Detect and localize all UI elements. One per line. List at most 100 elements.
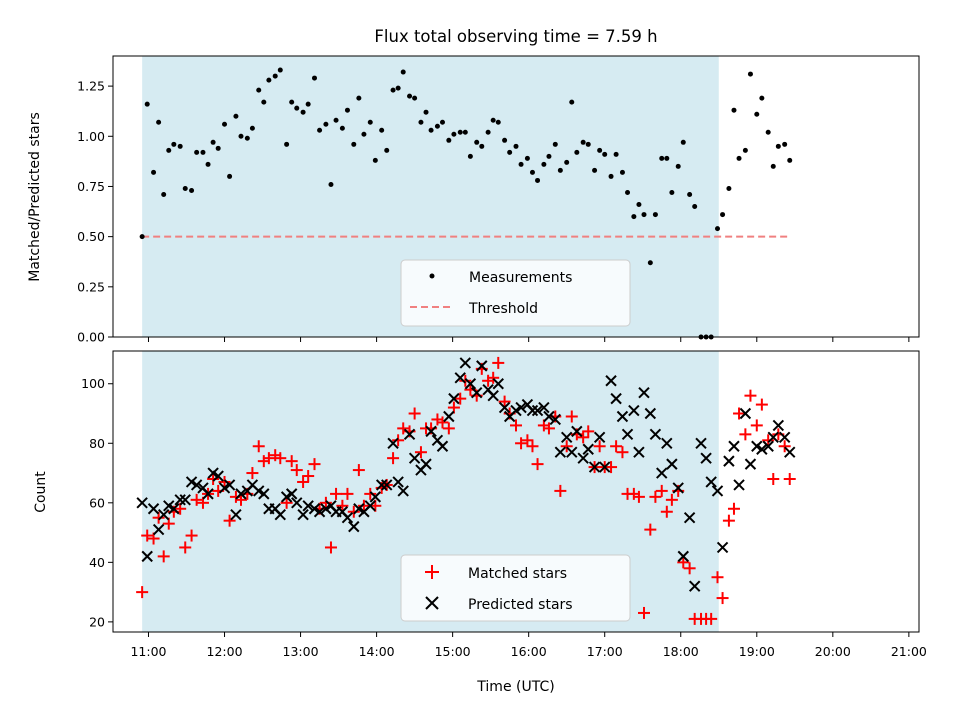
- predicted-point: [571, 425, 583, 438]
- measurement-point: [602, 151, 608, 157]
- measurement-point: [474, 139, 480, 145]
- measurement-point: [166, 147, 172, 153]
- measurement-point: [765, 129, 771, 135]
- measurement-point: [294, 105, 300, 111]
- matched-point: [454, 392, 467, 405]
- measurement-point: [412, 95, 418, 101]
- measurement-point: [787, 157, 793, 163]
- predicted-point: [492, 378, 504, 390]
- measurement-point: [194, 149, 200, 155]
- matched-point: [234, 493, 247, 506]
- matched-point: [683, 562, 696, 575]
- predicted-point: [464, 378, 477, 390]
- measurement-point: [513, 143, 519, 149]
- predicted-point: [302, 500, 314, 512]
- matched-point: [297, 475, 310, 488]
- measurement-point: [272, 73, 278, 79]
- matched-point: [744, 389, 757, 402]
- matched-point: [269, 449, 282, 462]
- y-tick-label: 60: [89, 495, 105, 510]
- x-tick-label: 19:00: [739, 644, 775, 659]
- bottom-predicted-points: [136, 357, 796, 592]
- measurement-point: [266, 77, 272, 83]
- bottom-x-ticks: 11:00 12:00 13:00 14:00 15:00 16:00 17:00 18:00…: [130, 632, 927, 659]
- matched-point: [252, 440, 265, 453]
- matched-point: [262, 452, 275, 465]
- predicted-point: [515, 401, 527, 414]
- predicted-point: [582, 443, 594, 455]
- predicted-point: [644, 407, 657, 420]
- matched-point: [347, 505, 360, 518]
- bottom-y-axis-label: Count: [33, 471, 49, 513]
- predicted-point: [297, 509, 309, 521]
- predicted-point: [147, 503, 160, 515]
- legend-measurements-label: Measurements: [469, 270, 572, 286]
- predicted-point: [190, 479, 203, 491]
- predicted-point: [728, 440, 740, 452]
- matched-point: [577, 431, 590, 444]
- predicted-point: [274, 509, 286, 521]
- measurement-point: [171, 141, 177, 147]
- measurement-point: [215, 145, 221, 151]
- matched-point: [436, 416, 449, 429]
- top-legend: Measurements Threshold: [400, 259, 631, 327]
- predicted-point: [543, 410, 555, 423]
- measurement-point: [418, 119, 424, 125]
- measurement-point: [210, 139, 216, 145]
- matched-point: [364, 487, 377, 500]
- measurement-point: [256, 87, 262, 93]
- matched-point: [755, 398, 768, 411]
- matched-point: [521, 434, 534, 447]
- measurement-point: [715, 226, 720, 232]
- matched-point: [716, 592, 729, 605]
- measurement-point: [687, 191, 693, 197]
- predicted-point: [152, 523, 165, 536]
- matched-point: [649, 490, 662, 503]
- predicted-point: [554, 446, 567, 458]
- measurement-point: [502, 137, 508, 143]
- y-tick-label: 20: [89, 614, 105, 629]
- matched-point: [352, 464, 365, 477]
- matched-point: [727, 502, 740, 515]
- predicted-point: [420, 458, 432, 470]
- matched-point: [610, 440, 623, 453]
- matched-point: [655, 484, 668, 497]
- matched-point: [341, 487, 354, 500]
- measurement-point: [261, 99, 267, 105]
- measurement-point: [569, 99, 575, 105]
- predicted-point: [174, 494, 186, 506]
- matched-point: [526, 440, 539, 453]
- measurement-point: [139, 234, 145, 240]
- measurement-point: [351, 141, 357, 147]
- predicted-point: [610, 392, 622, 405]
- predicted-point: [348, 520, 360, 533]
- matched-point: [185, 529, 198, 542]
- predicted-point: [711, 485, 724, 497]
- measurement-point: [479, 143, 485, 149]
- predicted-point: [364, 500, 376, 512]
- matched-point: [665, 493, 678, 506]
- predicted-point: [157, 509, 170, 521]
- x-tick-label: 20:00: [815, 644, 851, 659]
- measurement-point: [144, 101, 150, 107]
- matched-point: [554, 484, 567, 497]
- measurement-point: [300, 109, 306, 115]
- matched-point: [560, 440, 573, 453]
- measurement-point: [680, 139, 686, 145]
- measurement-point: [200, 149, 206, 155]
- x-tick-label: 14:00: [359, 644, 395, 659]
- matched-point: [285, 455, 298, 468]
- matched-point: [257, 455, 270, 468]
- measurement-point: [395, 85, 401, 91]
- matched-point: [229, 490, 242, 503]
- predicted-point: [408, 452, 421, 464]
- x-tick-label: 11:00: [130, 644, 166, 659]
- bottom-panel: 20 40 60 80 100 11:00 12:00 13:00 14:00 15:00 16:…: [33, 350, 927, 695]
- predicted-point: [672, 482, 684, 494]
- measurement-point: [407, 93, 413, 99]
- legend-matched-label: Matched stars: [468, 566, 567, 582]
- matched-point: [593, 440, 606, 453]
- predicted-point: [313, 506, 326, 518]
- y-tick-label: 0.50: [77, 229, 105, 244]
- predicted-point: [560, 431, 573, 444]
